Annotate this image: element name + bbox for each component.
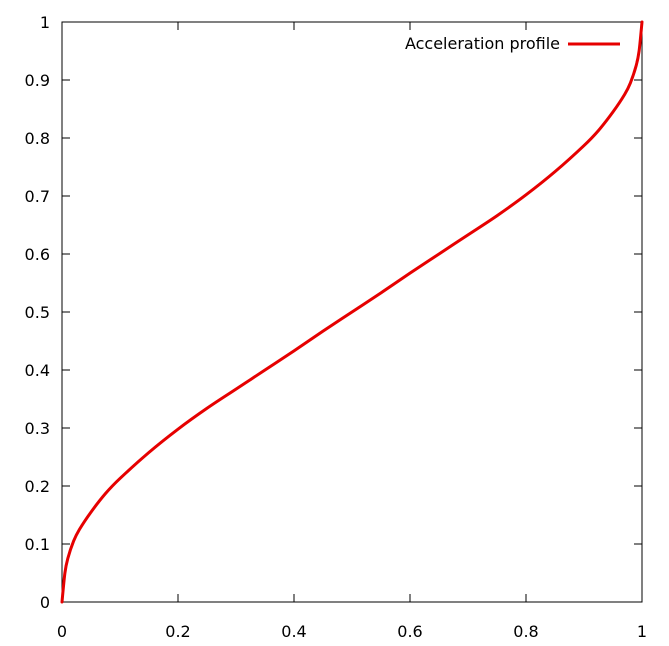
y-tick-label: 0.8: [25, 129, 50, 148]
x-tick-label: 0.4: [281, 622, 306, 641]
y-tick-labels: 0 0.1 0.2 0.3 0.4 0.5 0.6 0.7 0.8 0.9 1: [25, 13, 50, 612]
y-tick-label: 1: [40, 13, 50, 32]
y-tick-label: 0.3: [25, 419, 50, 438]
x-tick-label: 1: [637, 622, 647, 641]
y-tick-label: 0.4: [25, 361, 50, 380]
x-tick-label: 0: [57, 622, 67, 641]
legend-label: Acceleration profile: [405, 34, 560, 53]
y-tick-label: 0.7: [25, 187, 50, 206]
series-line-acceleration-profile: [60, 20, 644, 604]
x-tick-label: 0.8: [513, 622, 538, 641]
x-tick-label: 0.6: [397, 622, 422, 641]
y-tick-label: 0.6: [25, 245, 50, 264]
y-tick-label: 0.2: [25, 477, 50, 496]
x-tick-label: 0.2: [165, 622, 190, 641]
legend: Acceleration profile: [405, 34, 620, 53]
y-tick-label: 0: [40, 593, 50, 612]
x-tick-labels: 0 0.2 0.4 0.6 0.8 1: [57, 622, 647, 641]
y-tick-label: 0.1: [25, 535, 50, 554]
y-tick-label: 0.5: [25, 303, 50, 322]
y-tick-label: 0.9: [25, 71, 50, 90]
